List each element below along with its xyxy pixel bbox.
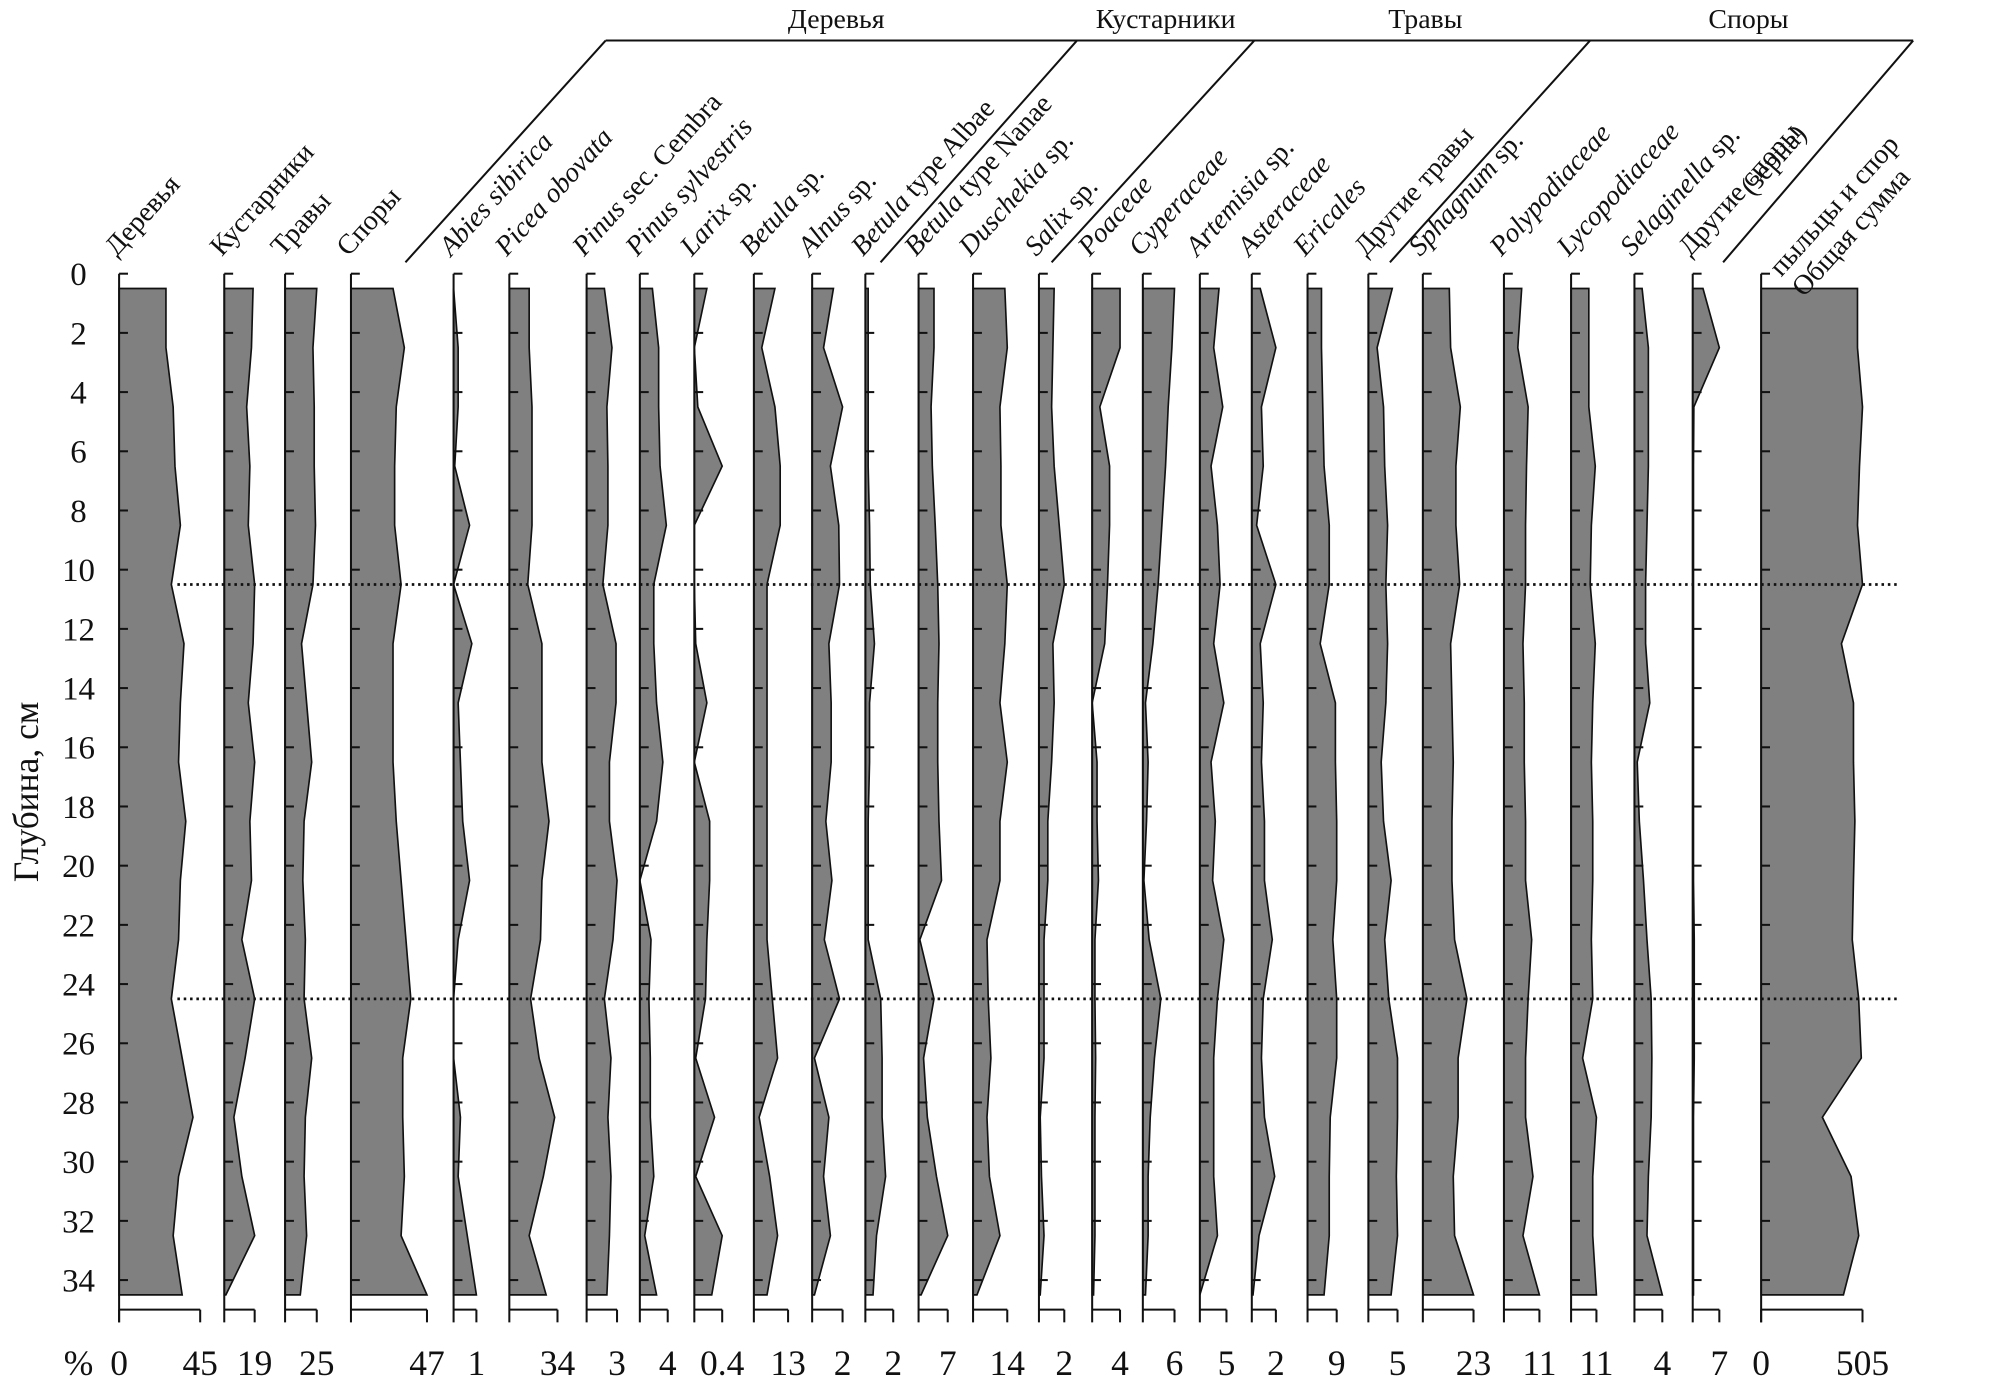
x-tick-label: 7	[1710, 1343, 1728, 1383]
pollen-area	[1503, 287, 1541, 1296]
x-tick-label: 9	[1328, 1343, 1346, 1383]
y-tick-label: 4	[70, 375, 86, 411]
x-unit-label: %	[64, 1343, 94, 1383]
group-brackets	[404, 39, 1914, 263]
x-tick-label: 6	[1166, 1343, 1184, 1383]
panel-label: Споры	[331, 181, 408, 261]
panel-label-part: sp.	[786, 159, 830, 203]
y-axis-label: Глубина, см	[6, 702, 46, 882]
y-tick-label: 12	[62, 612, 95, 648]
pollen-area	[1760, 287, 1864, 1296]
panel-label-part: Pinus	[566, 194, 632, 263]
y-tick-label: 8	[70, 494, 86, 530]
y-tick-label: 34	[62, 1263, 95, 1299]
y-tick-label: 0	[70, 257, 86, 293]
x-tick-label: 34	[540, 1343, 576, 1383]
x-tick-label: 3	[608, 1343, 626, 1383]
panel-label-part: Деревья	[99, 169, 187, 262]
y-tick-label: 28	[62, 1086, 95, 1122]
x-tick-label: 13	[770, 1343, 805, 1383]
pollen-area	[811, 287, 844, 1296]
y-tick-label: 26	[62, 1027, 95, 1063]
y-tick-label: 16	[62, 731, 95, 767]
x-tick-label: 11	[1522, 1343, 1556, 1383]
pollen-area	[1306, 287, 1338, 1296]
group-bracket-line	[404, 39, 1914, 263]
y-tick-label: 14	[62, 671, 95, 707]
x-tick-label: 2	[1055, 1343, 1073, 1383]
pollen-area	[1199, 287, 1225, 1296]
x-tick-label: 4	[1111, 1343, 1129, 1383]
panel-label-part: sp.	[1036, 125, 1080, 169]
pollen-area	[223, 287, 256, 1296]
y-tick-label: 20	[62, 849, 95, 885]
x-tick-label: 19	[237, 1343, 272, 1383]
panel-label-part: Споры	[331, 181, 408, 261]
x-tick-label: 0	[1752, 1343, 1770, 1383]
y-tick-label: 32	[62, 1204, 95, 1240]
x-tick-label: 0	[110, 1343, 128, 1383]
group-label: Деревья	[788, 4, 885, 35]
x-tick-label: 45	[182, 1343, 217, 1383]
pollen-area	[1091, 287, 1121, 1296]
pollen-area	[1570, 287, 1598, 1296]
panel-label-part: Salix	[1019, 199, 1080, 262]
x-tick-label: 2	[1267, 1343, 1285, 1383]
x-tick-label: 14	[990, 1343, 1026, 1383]
pollen-area	[508, 287, 556, 1296]
panel-label-part: sp.	[1702, 120, 1746, 164]
y-tick-label: 30	[62, 1145, 95, 1181]
x-tick-label: 505	[1836, 1343, 1889, 1383]
y-tick-label: 18	[62, 790, 95, 826]
x-tick-label: 5	[1389, 1343, 1407, 1383]
pollen-area	[284, 287, 318, 1296]
pollen-area	[693, 287, 724, 1296]
pollen-area	[1038, 287, 1066, 1296]
pollen-area	[1422, 287, 1475, 1296]
pollen-area	[917, 287, 949, 1296]
y-tick-label: 10	[62, 553, 95, 589]
pollen-area	[753, 287, 782, 1296]
pollen-area	[1691, 287, 1721, 1296]
group-label: Кустарники	[1096, 4, 1236, 35]
pollen-area	[1367, 287, 1399, 1296]
x-tick-label: 4	[659, 1343, 677, 1383]
group-label: Травы	[1388, 4, 1462, 35]
x-tick-label: 2	[834, 1343, 852, 1383]
panel-label-part: sp.	[719, 168, 763, 212]
pollen-area	[1250, 287, 1277, 1296]
pollen-area	[972, 287, 1009, 1296]
panel-label: Деревья	[99, 169, 187, 262]
x-tick-label: 2	[884, 1343, 902, 1383]
pollen-area	[585, 287, 618, 1296]
panel-label-part: sp.	[1485, 125, 1529, 169]
x-tick-label: 1	[468, 1343, 486, 1383]
y-tick-label: 6	[70, 435, 86, 471]
pollen-area	[638, 287, 668, 1296]
x-tick-label: 11	[1579, 1343, 1613, 1383]
y-tick-label: 22	[62, 908, 95, 944]
pollen-area	[118, 287, 194, 1296]
pollen-area	[350, 287, 429, 1296]
x-tick-label: 23	[1456, 1343, 1491, 1383]
x-tick-label: 47	[409, 1343, 444, 1383]
x-tick-label: 5	[1218, 1343, 1236, 1383]
panel-label-part: sp.	[838, 166, 882, 210]
x-tick-label: 7	[939, 1343, 957, 1383]
x-tick-label: 0.4	[700, 1343, 745, 1383]
y-tick-label: 2	[70, 316, 86, 352]
pollen-area	[864, 287, 887, 1296]
y-tick-label: 24	[62, 967, 95, 1003]
panel-label-part: Betula	[898, 187, 970, 262]
group-label: Споры	[1708, 4, 1788, 35]
pollen-area	[1142, 287, 1176, 1296]
panel-label-part: sp.	[1060, 171, 1104, 215]
x-tick-label: 25	[299, 1343, 334, 1383]
x-tick-label: 4	[1653, 1343, 1671, 1383]
pollen-area	[452, 288, 478, 1296]
pollen-area	[1633, 287, 1664, 1296]
